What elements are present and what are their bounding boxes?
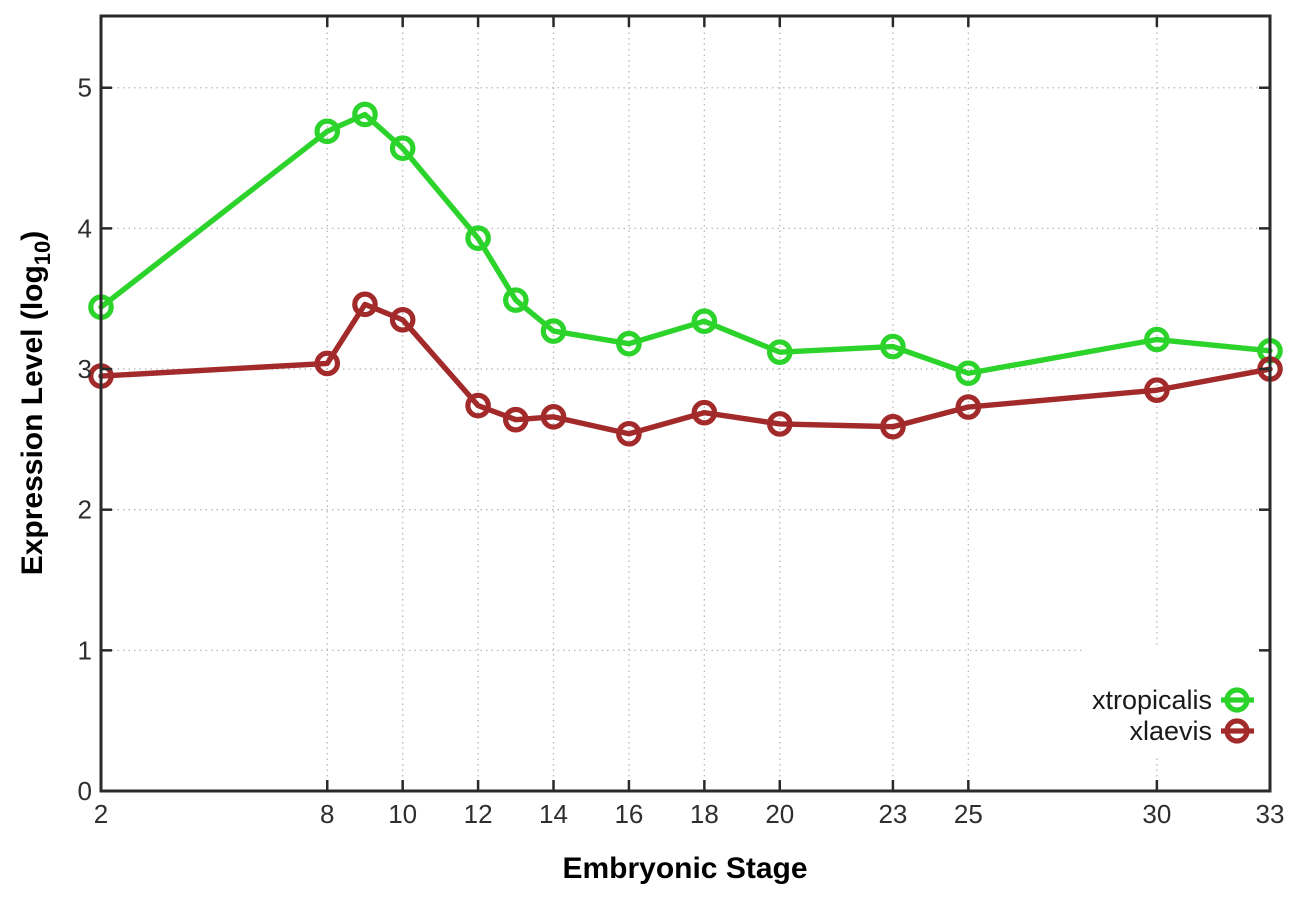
data-point-xtropicalis bbox=[352, 101, 378, 128]
data-point-xtropicalis bbox=[389, 135, 416, 162]
legend-sample-marker-xlaevis bbox=[1224, 718, 1250, 744]
x-tick-label: 12 bbox=[464, 799, 493, 829]
legend-label-xtropicalis: xtropicalis bbox=[1092, 685, 1212, 715]
axes-frame bbox=[99, 14, 1272, 793]
data-point-xtropicalis bbox=[465, 225, 491, 252]
series bbox=[88, 101, 1283, 447]
data-point-xlaevis bbox=[389, 307, 416, 333]
data-point-xlaevis bbox=[503, 406, 529, 433]
data-point-xlaevis bbox=[352, 291, 378, 318]
y-tick-label: 2 bbox=[78, 495, 92, 525]
series-line-xlaevis bbox=[98, 301, 1273, 437]
data-point-xlaevis bbox=[691, 399, 718, 426]
legend-sample-marker-xtropicalis bbox=[1224, 687, 1250, 713]
y-axis-label-main: Expression Level (log bbox=[16, 265, 49, 575]
x-tick-label: 23 bbox=[878, 799, 907, 829]
data-point-xtropicalis bbox=[766, 339, 793, 365]
y-tick-label: 0 bbox=[78, 776, 92, 806]
data-point-xlaevis bbox=[880, 413, 906, 440]
x-tick-label: 2 bbox=[94, 799, 108, 829]
x-tick-label: 10 bbox=[388, 799, 417, 829]
plot-border bbox=[99, 14, 1272, 793]
x-tick-label: 14 bbox=[539, 799, 568, 829]
y-tick-label: 5 bbox=[78, 73, 92, 103]
data-point-xtropicalis bbox=[616, 330, 642, 357]
data-point-xtropicalis bbox=[503, 287, 529, 313]
series-line-xtropicalis bbox=[98, 111, 1273, 376]
x-axis-label: Embryonic Stage bbox=[562, 852, 807, 885]
data-point-xtropicalis bbox=[1144, 326, 1170, 353]
x-tick-label: 8 bbox=[320, 799, 334, 829]
x-tick-label: 30 bbox=[1142, 799, 1171, 829]
data-point-xlaevis bbox=[766, 411, 793, 437]
y-axis-label-subscript: 10 bbox=[30, 241, 55, 265]
data-point-xlaevis bbox=[1144, 377, 1170, 403]
data-point-xlaevis bbox=[955, 394, 982, 420]
data-point-xtropicalis bbox=[691, 308, 718, 335]
x-tick-label: 33 bbox=[1256, 799, 1285, 829]
y-axis-label-close: ) bbox=[16, 231, 49, 241]
x-tick-label: 16 bbox=[614, 799, 643, 829]
y-tick-label: 4 bbox=[78, 213, 92, 243]
grid bbox=[101, 16, 1271, 791]
data-point-xlaevis bbox=[465, 392, 491, 419]
data-point-xtropicalis bbox=[955, 360, 982, 387]
legend-label-xlaevis: xlaevis bbox=[1129, 716, 1212, 746]
y-tick-label: 1 bbox=[78, 635, 92, 665]
data-point-xlaevis bbox=[616, 420, 642, 447]
tick-marks bbox=[99, 16, 1272, 793]
data-point-xtropicalis bbox=[540, 318, 567, 344]
data-point-xlaevis bbox=[314, 350, 341, 377]
data-point-xlaevis bbox=[540, 404, 567, 430]
y-tick-label: 3 bbox=[78, 354, 92, 384]
x-tick-label: 25 bbox=[954, 799, 983, 829]
x-tick-label: 18 bbox=[690, 799, 719, 829]
data-point-xtropicalis bbox=[314, 118, 341, 145]
data-point-xtropicalis bbox=[880, 333, 906, 360]
y-axis-label: Expression Level (log10) bbox=[16, 231, 55, 576]
x-tick-label: 20 bbox=[765, 799, 794, 829]
